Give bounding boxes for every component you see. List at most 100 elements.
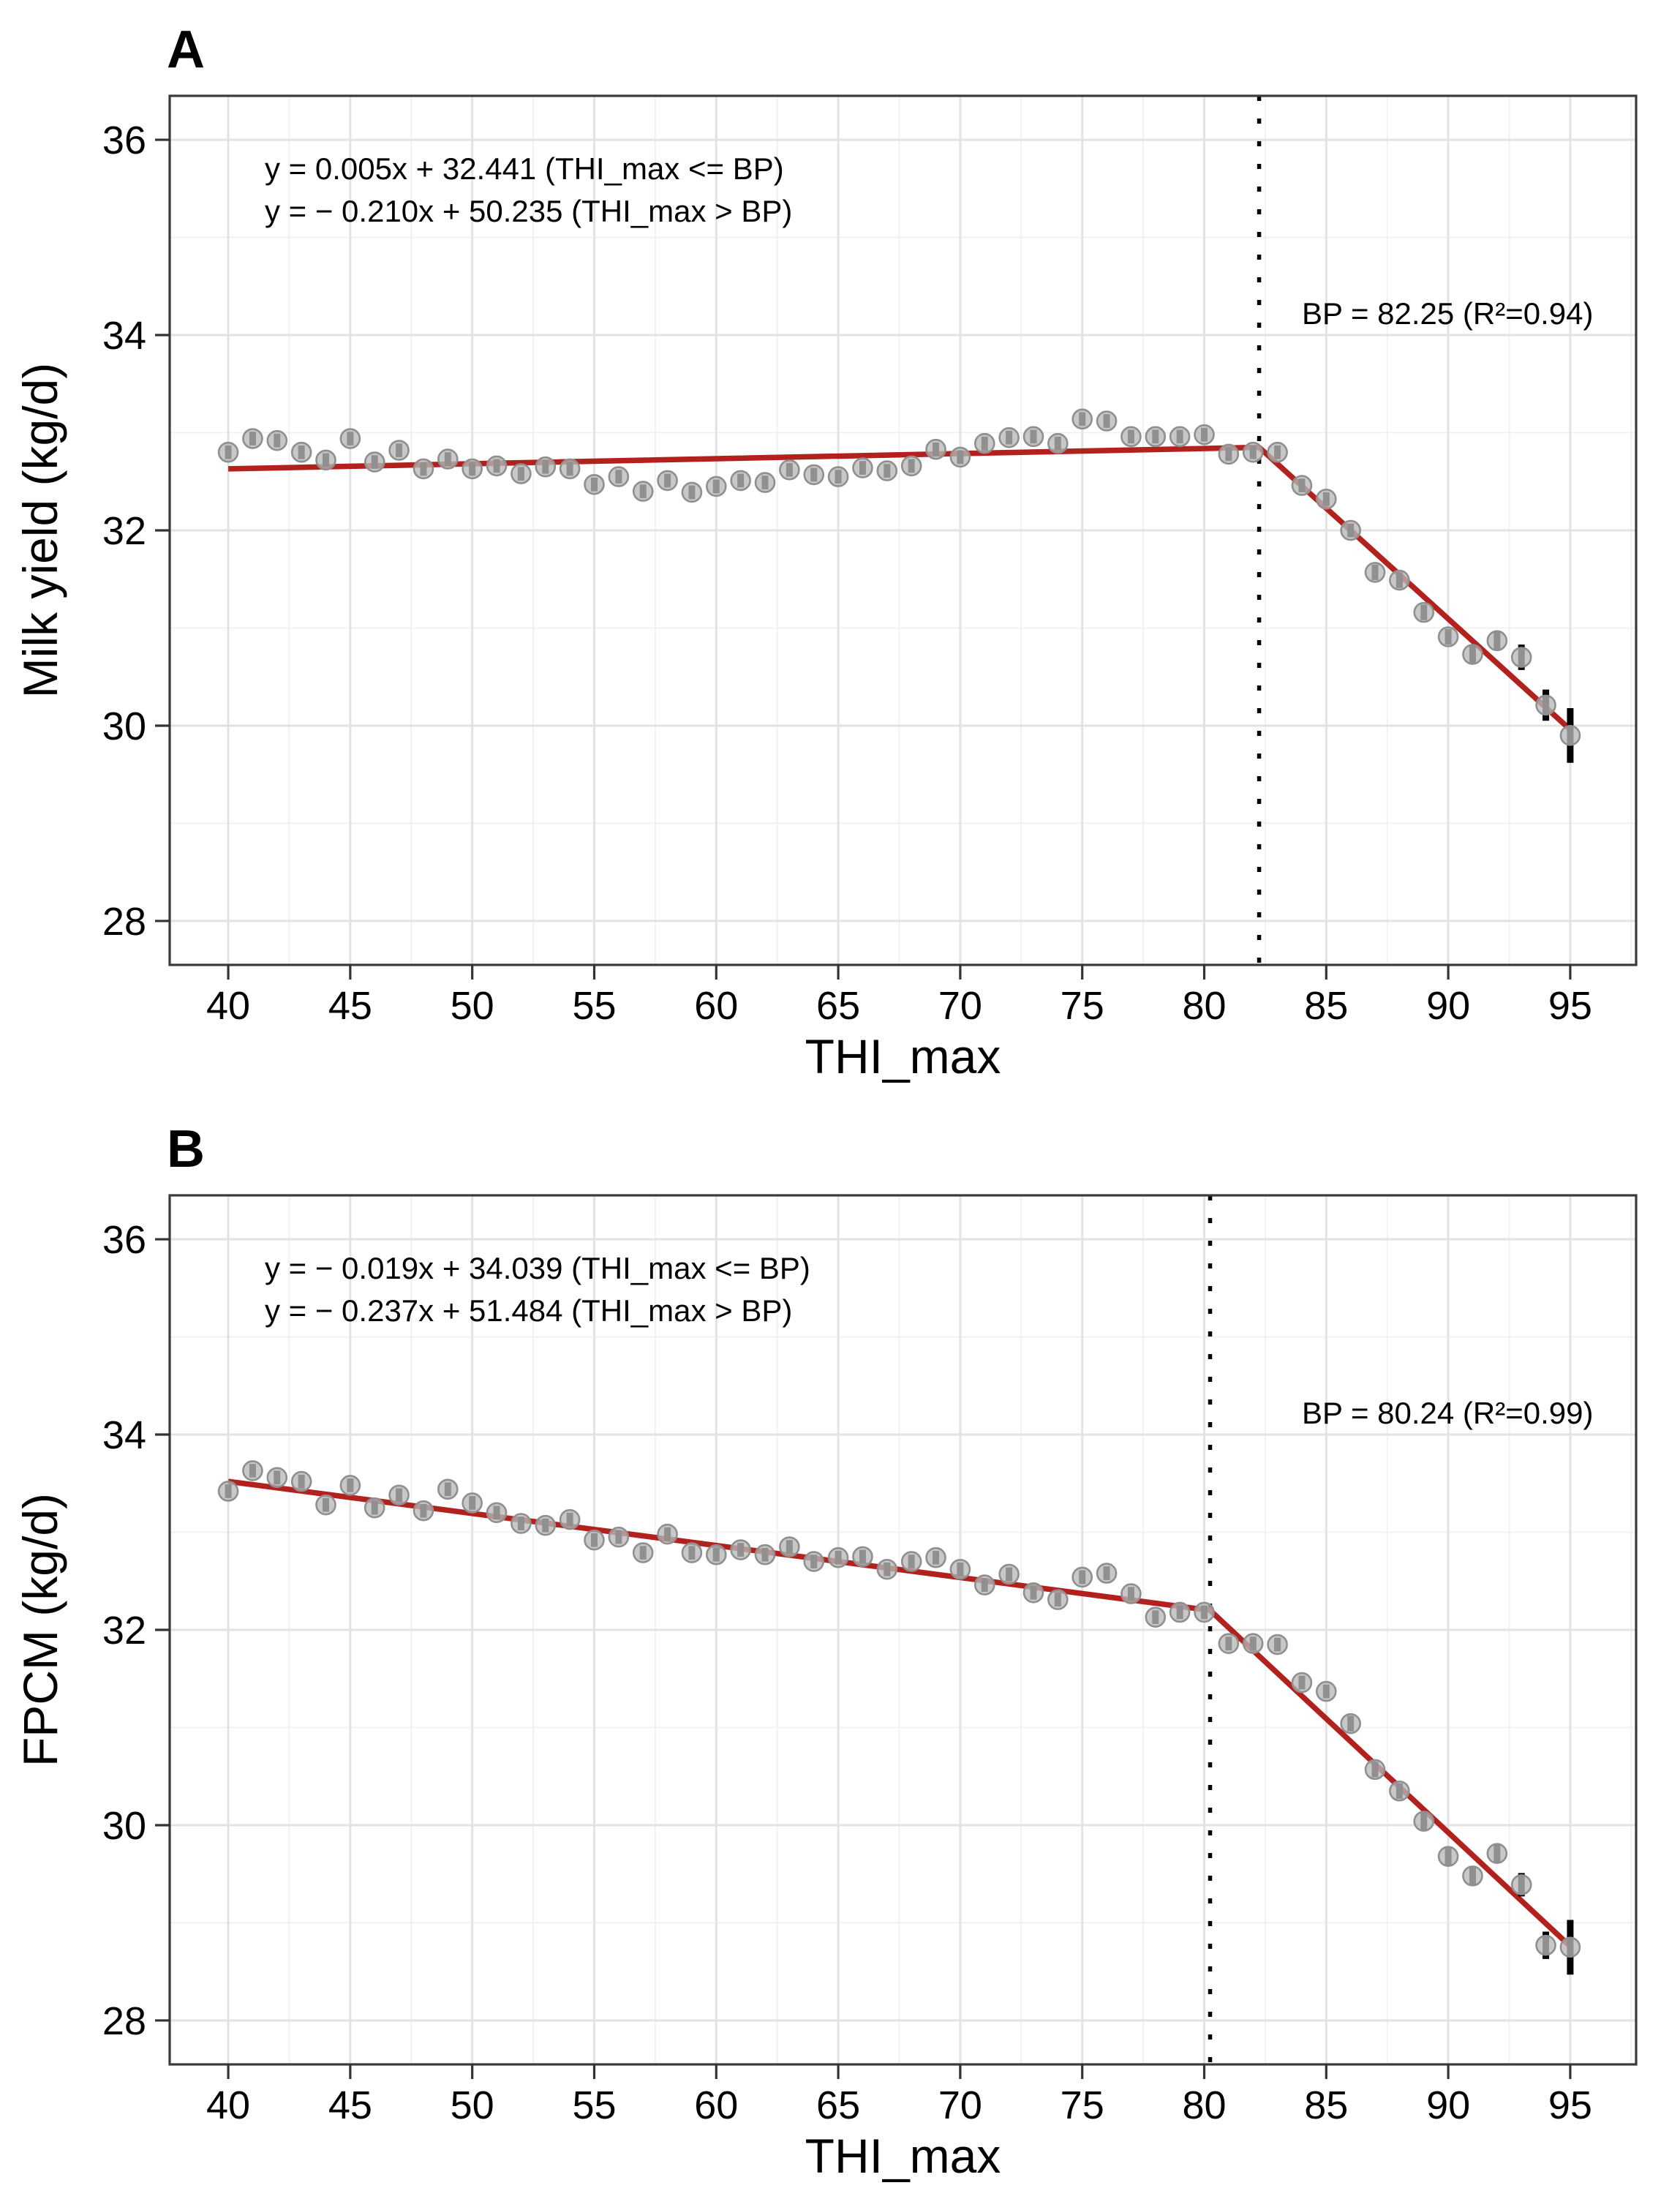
data-point — [388, 1484, 410, 1506]
data-point — [1145, 426, 1167, 448]
data-point — [1510, 647, 1532, 668]
data-point — [290, 1470, 312, 1492]
y-tick-label: 34 — [102, 1413, 146, 1457]
data-point — [1145, 1606, 1167, 1628]
x-tick-label: 45 — [328, 2083, 372, 2127]
x-axis: 40 45 50 55 60 65 70 75 80 85 90 95 THI_max — [206, 965, 1592, 1083]
x-tick-label: 45 — [328, 984, 372, 1028]
data-point — [632, 481, 654, 502]
data-point — [657, 1523, 678, 1545]
data-point — [1559, 1936, 1581, 1958]
x-axis: 40 45 50 55 60 65 70 75 80 85 90 95 THI_max — [206, 2064, 1592, 2183]
data-point — [559, 1508, 581, 1530]
y-axis: 28 30 32 34 36 Milk yield (kg/d) — [13, 119, 170, 944]
data-point — [1022, 426, 1044, 448]
data-point — [852, 457, 873, 478]
data-point — [242, 428, 263, 449]
y-tick-label: 28 — [102, 1999, 146, 2043]
data-point — [1340, 1713, 1361, 1734]
data-point — [827, 466, 849, 487]
data-point — [584, 1529, 605, 1551]
x-tick-label: 55 — [572, 984, 616, 1028]
data-point — [949, 1558, 971, 1580]
data-point — [1535, 1934, 1556, 1956]
data-point — [1071, 1566, 1093, 1588]
x-tick-label: 50 — [451, 2083, 494, 2127]
data-point — [1218, 443, 1240, 465]
data-point — [779, 1536, 800, 1557]
equation-text: y = − 0.237x + 51.484 (THI_max > BP) — [265, 1293, 792, 1328]
data-point — [1316, 1680, 1337, 1702]
data-point — [1413, 1811, 1435, 1832]
data-point — [413, 1500, 434, 1522]
data-point — [1096, 1563, 1118, 1584]
y-tick-label: 36 — [102, 1218, 146, 1262]
data-point — [1486, 1843, 1508, 1864]
data-point — [876, 1558, 898, 1580]
x-tick-label: 90 — [1426, 2083, 1470, 2127]
x-tick-label: 75 — [1061, 2083, 1104, 2127]
data-point — [608, 1526, 630, 1548]
y-axis: 28 30 32 34 36 FPCM (kg/d) — [13, 1218, 170, 2043]
x-tick-label: 70 — [938, 984, 982, 1028]
x-tick-label: 40 — [206, 2083, 250, 2127]
data-point — [1242, 441, 1264, 463]
data-point — [1389, 1780, 1410, 1802]
y-tick-label: 30 — [102, 1804, 146, 1848]
data-point — [973, 1574, 995, 1595]
data-point — [559, 458, 581, 480]
x-tick-label: 60 — [694, 984, 738, 1028]
equation-text: y = − 0.019x + 34.039 (THI_max <= BP) — [265, 1251, 810, 1285]
data-point — [1510, 1874, 1532, 1895]
y-tick-label: 32 — [102, 509, 146, 553]
data-point — [1194, 424, 1215, 446]
data-points — [217, 1460, 1581, 1975]
data-point — [364, 1497, 385, 1519]
y-tick-label: 32 — [102, 1609, 146, 1653]
data-point — [1437, 626, 1459, 647]
data-point — [266, 1467, 288, 1489]
panel-label: B — [167, 1120, 205, 1179]
data-point — [437, 448, 459, 470]
y-tick-label: 28 — [102, 900, 146, 944]
x-tick-label: 70 — [938, 2083, 982, 2127]
data-point — [584, 473, 605, 495]
data-points — [217, 408, 1581, 763]
data-point — [535, 1514, 557, 1536]
panel-a-chart: 40 45 50 55 60 65 70 75 80 85 90 95 THI_max 28 30 32 34 3… — [13, 20, 1638, 1083]
data-point — [1267, 441, 1288, 463]
data-point — [827, 1546, 849, 1568]
data-point — [1169, 426, 1191, 448]
data-point — [511, 1513, 532, 1534]
data-point — [998, 1563, 1020, 1585]
data-point — [681, 1542, 703, 1563]
data-point — [1462, 644, 1483, 665]
data-point — [1559, 725, 1581, 746]
data-point — [705, 1544, 727, 1565]
y-tick-label: 36 — [102, 119, 146, 162]
data-point — [315, 1494, 336, 1516]
x-axis-title: THI_max — [805, 2129, 1001, 2183]
x-tick-label: 65 — [816, 984, 860, 1028]
data-point — [1047, 1589, 1069, 1610]
x-tick-label: 90 — [1426, 984, 1470, 1028]
data-point — [1267, 1634, 1288, 1655]
data-point — [803, 464, 825, 486]
equation-text: y = 0.005x + 32.441 (THI_max <= BP) — [265, 151, 784, 186]
x-tick-label: 40 — [206, 984, 250, 1028]
data-point — [1316, 488, 1337, 510]
x-tick-label: 60 — [694, 2083, 738, 2127]
data-point — [1437, 1846, 1459, 1867]
panel-label: A — [167, 20, 205, 79]
data-point — [1389, 569, 1410, 591]
data-point — [705, 475, 727, 497]
x-tick-label: 80 — [1182, 984, 1226, 1028]
bp-annotation: BP = 82.25 (R²=0.94) — [1302, 296, 1593, 331]
data-point — [315, 449, 336, 471]
data-point — [339, 1475, 361, 1496]
data-point — [900, 1551, 922, 1572]
data-point — [1218, 1633, 1240, 1654]
data-point — [973, 432, 995, 454]
data-point — [608, 466, 630, 487]
